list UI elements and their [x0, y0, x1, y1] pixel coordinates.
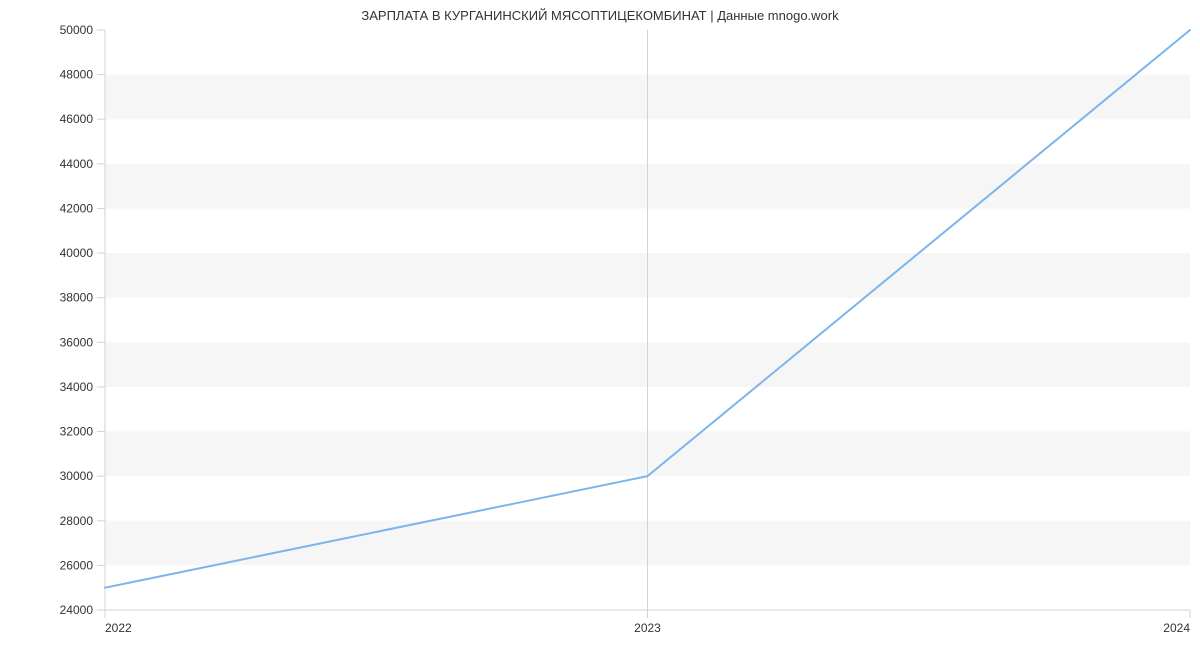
y-tick-label: 30000: [60, 469, 94, 483]
x-tick-label: 2023: [634, 621, 661, 635]
y-tick-label: 38000: [60, 291, 94, 305]
y-tick-label: 48000: [60, 68, 94, 82]
y-tick-label: 40000: [60, 246, 94, 260]
y-tick-label: 50000: [60, 23, 94, 37]
y-tick-label: 36000: [60, 335, 94, 349]
y-tick-label: 26000: [60, 558, 94, 572]
y-tick-label: 46000: [60, 112, 94, 126]
y-tick-label: 24000: [60, 603, 94, 617]
y-tick-label: 28000: [60, 514, 94, 528]
y-tick-label: 42000: [60, 201, 94, 215]
y-tick-label: 32000: [60, 425, 94, 439]
y-tick-label: 44000: [60, 157, 94, 171]
x-tick-label: 2024: [1163, 621, 1190, 635]
salary-chart: ЗАРПЛАТА В КУРГАНИНСКИЙ МЯСОПТИЦЕКОМБИНА…: [0, 0, 1200, 650]
x-tick-label: 2022: [105, 621, 132, 635]
chart-svg: 24000 26000 28000 30000 32000 34000 36000 38000…: [0, 0, 1200, 650]
y-tick-label: 34000: [60, 380, 94, 394]
